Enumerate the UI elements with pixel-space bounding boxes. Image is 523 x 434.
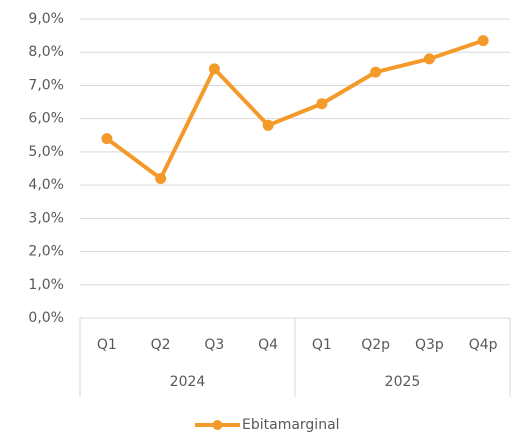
group-label: 2024 xyxy=(170,374,206,390)
x-tick-label: Q3p xyxy=(415,337,444,353)
x-tick-label: Q1 xyxy=(97,337,117,353)
series-line xyxy=(105,38,484,181)
y-tick-label: 6,0% xyxy=(28,111,64,127)
point xyxy=(477,35,489,47)
point xyxy=(423,53,435,65)
y-tick-label: 3,0% xyxy=(28,210,64,226)
point xyxy=(262,119,274,131)
y-tick-label: 9,0% xyxy=(28,11,64,27)
x-tick-label: Q2p xyxy=(361,337,390,353)
y-tick-label: 1,0% xyxy=(28,277,64,293)
y-tick-label: 8,0% xyxy=(28,44,64,60)
point xyxy=(208,63,220,75)
x-tick-label: Q4 xyxy=(258,337,278,353)
point xyxy=(316,98,328,110)
y-tick-label: 4,0% xyxy=(28,177,64,193)
point xyxy=(101,133,113,145)
legend-label: Ebitamarginal xyxy=(242,417,340,433)
y-tick-label: 0,0% xyxy=(28,310,64,326)
legend-marker xyxy=(212,420,223,430)
point xyxy=(155,172,167,184)
x-tick-label: Q2 xyxy=(151,337,171,353)
point xyxy=(370,66,382,78)
group-label: 2025 xyxy=(385,374,421,390)
y-tick-label: 7,0% xyxy=(28,77,64,93)
x-tick-label: Q3 xyxy=(204,337,224,353)
y-tick-label: 2,0% xyxy=(28,244,64,260)
x-tick-label: Q1 xyxy=(312,337,332,353)
x-tick-label: Q4p xyxy=(469,337,498,353)
y-tick-label: 5,0% xyxy=(28,144,64,160)
